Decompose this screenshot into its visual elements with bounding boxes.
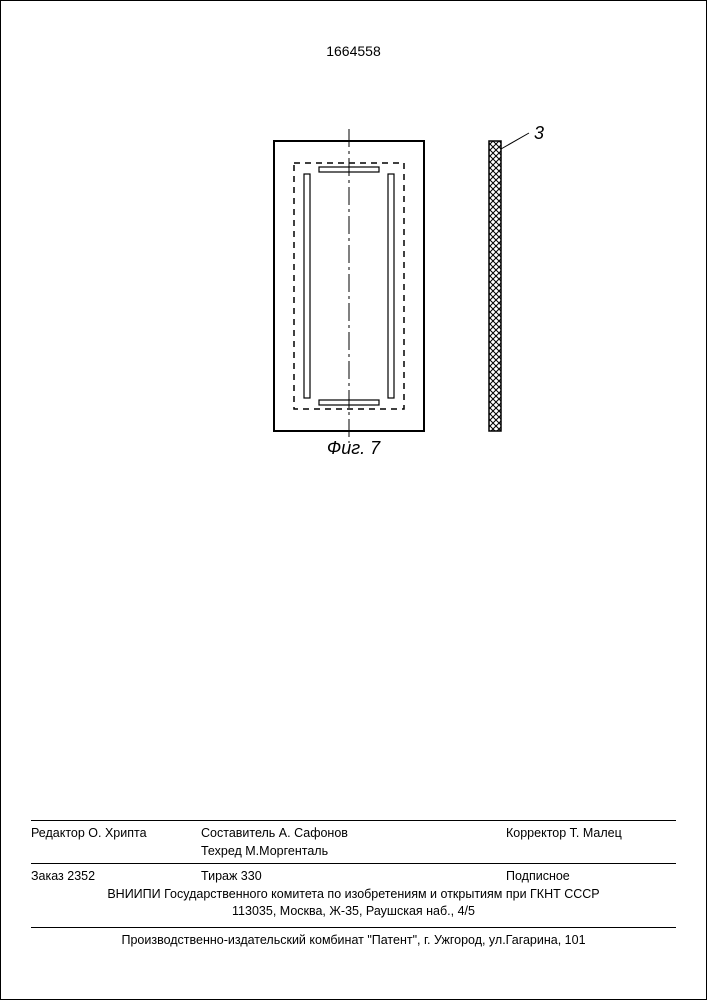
figure-svg: 3 (79, 126, 629, 446)
compiler: Составитель А. Сафонов (201, 825, 506, 843)
page: 1664558 3 Фиг. 7 Редактор О. Хрипта Сост… (0, 0, 707, 1000)
techred: Техред М.Моргенталь (201, 843, 506, 861)
document-number: 1664558 (1, 43, 706, 59)
printer-line: Производственно-издательский комбинат "П… (31, 932, 676, 950)
divider (31, 820, 676, 821)
org-address: 113035, Москва, Ж-35, Раушская наб., 4/5 (31, 903, 676, 921)
figure-7: 3 (1, 126, 706, 446)
callout-leader (501, 133, 529, 149)
callout-label: 3 (534, 126, 544, 143)
divider (31, 927, 676, 928)
side-view-bar (489, 141, 501, 431)
org-line: ВНИИПИ Государственного комитета по изоб… (31, 886, 676, 904)
editor-label: Редактор О. Хрипта (31, 825, 201, 860)
slot-left (304, 174, 310, 398)
figure-caption: Фиг. 7 (1, 438, 706, 459)
circulation: Тираж 330 (201, 868, 506, 886)
corrector: Корректор Т. Малец (506, 825, 676, 860)
order-number: Заказ 2352 (31, 868, 201, 886)
slot-right (388, 174, 394, 398)
subscription: Подписное (506, 868, 676, 886)
footer-printer: Производственно-издательский комбинат "П… (31, 923, 676, 950)
footer-credits: Редактор О. Хрипта Составитель А. Сафоно… (31, 816, 676, 860)
divider (31, 863, 676, 864)
footer-order: Заказ 2352 Тираж 330 Подписное ВНИИПИ Го… (31, 859, 676, 921)
